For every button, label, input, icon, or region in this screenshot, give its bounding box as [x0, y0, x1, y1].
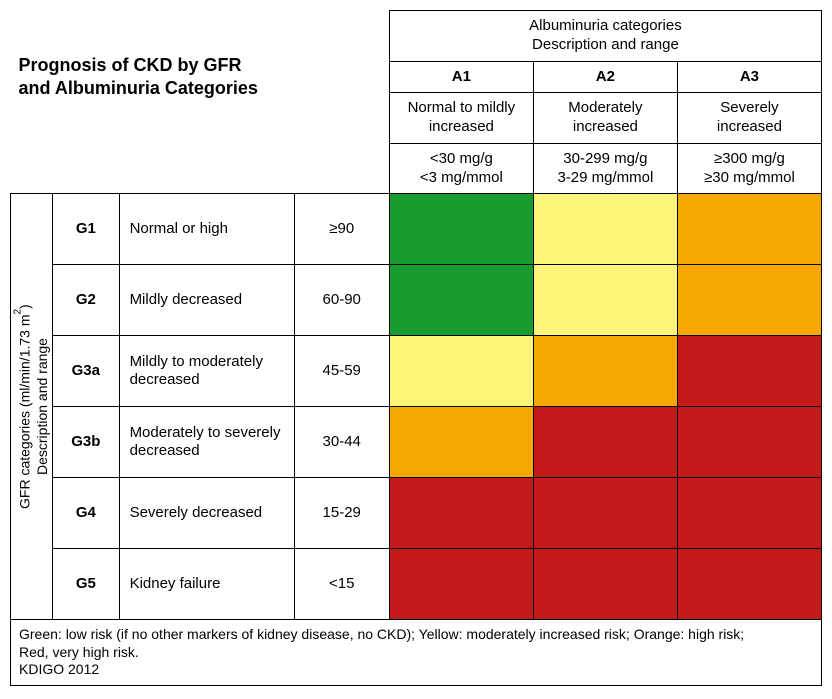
- ckd-prognosis-table: Prognosis of CKD by GFR and Albuminuria …: [10, 10, 822, 686]
- g5-range: <15: [294, 549, 389, 620]
- chart-title: Prognosis of CKD by GFR and Albuminuria …: [11, 11, 390, 144]
- g1-range: ≥90: [294, 194, 389, 265]
- legend-line3: KDIGO 2012: [19, 661, 99, 677]
- cell-g3b-a3: [677, 407, 821, 478]
- g3b-range: 30-44: [294, 407, 389, 478]
- title-line2: and Albuminuria Categories: [19, 78, 258, 98]
- g3b-desc: Moderately to severely decreased: [119, 407, 294, 478]
- g5-desc: Kidney failure: [119, 549, 294, 620]
- cell-g5-a3: [677, 549, 821, 620]
- g4-range: 15-29: [294, 478, 389, 549]
- legend-line2: Red, very high risk.: [19, 644, 139, 660]
- col-a3-desc: Severely increased: [677, 93, 821, 144]
- g2-desc: Mildly decreased: [119, 265, 294, 336]
- col-a2-code: A2: [533, 61, 677, 93]
- albuminuria-super-header: Albuminuria categories Description and r…: [389, 11, 821, 62]
- g3a-desc: Mildly to moderately decreased: [119, 336, 294, 407]
- cell-g5-a2: [533, 549, 677, 620]
- col-a2-desc: Moderately increased: [533, 93, 677, 144]
- cell-g1-a2: [533, 194, 677, 265]
- g4-code: G4: [53, 478, 119, 549]
- cell-g3a-a1: [389, 336, 533, 407]
- cell-g2-a3: [677, 265, 821, 336]
- gfr-vertical-header: GFR categories (ml/min/1.73 m2)Descripti…: [11, 194, 53, 620]
- cell-g3a-a2: [533, 336, 677, 407]
- cell-g4-a1: [389, 478, 533, 549]
- col-a1-code: A1: [389, 61, 533, 93]
- g5-code: G5: [53, 549, 119, 620]
- col-a3-range: ≥300 mg/g ≥30 mg/mmol: [677, 143, 821, 194]
- cell-g5-a1: [389, 549, 533, 620]
- row-g2: G2 Mildly decreased 60-90: [11, 265, 822, 336]
- col-a1-desc: Normal to mildly increased: [389, 93, 533, 144]
- row-g5: G5 Kidney failure <15: [11, 549, 822, 620]
- cell-g2-a2: [533, 265, 677, 336]
- g3a-code: G3a: [53, 336, 119, 407]
- legend-line1: Green: low risk (if no other markers of …: [19, 626, 744, 642]
- g1-code: G1: [53, 194, 119, 265]
- cell-g4-a2: [533, 478, 677, 549]
- cell-g4-a3: [677, 478, 821, 549]
- g2-range: 60-90: [294, 265, 389, 336]
- cell-g3b-a2: [533, 407, 677, 478]
- cell-g1-a3: [677, 194, 821, 265]
- g1-desc: Normal or high: [119, 194, 294, 265]
- g2-code: G2: [53, 265, 119, 336]
- cell-g2-a1: [389, 265, 533, 336]
- row-g4: G4 Severely decreased 15-29: [11, 478, 822, 549]
- cell-g3a-a3: [677, 336, 821, 407]
- g4-desc: Severely decreased: [119, 478, 294, 549]
- col-a1-range: <30 mg/g <3 mg/mmol: [389, 143, 533, 194]
- g3a-range: 45-59: [294, 336, 389, 407]
- cell-g3b-a1: [389, 407, 533, 478]
- cell-g1-a1: [389, 194, 533, 265]
- row-g3a: G3a Mildly to moderately decreased 45-59: [11, 336, 822, 407]
- title-line1: Prognosis of CKD by GFR: [19, 55, 242, 75]
- g3b-code: G3b: [53, 407, 119, 478]
- row-g3b: G3b Moderately to severely decreased 30-…: [11, 407, 822, 478]
- col-a3-code: A3: [677, 61, 821, 93]
- legend: Green: low risk (if no other markers of …: [11, 620, 822, 686]
- col-a2-range: 30-299 mg/g 3-29 mg/mmol: [533, 143, 677, 194]
- row-g1: GFR categories (ml/min/1.73 m2)Descripti…: [11, 194, 822, 265]
